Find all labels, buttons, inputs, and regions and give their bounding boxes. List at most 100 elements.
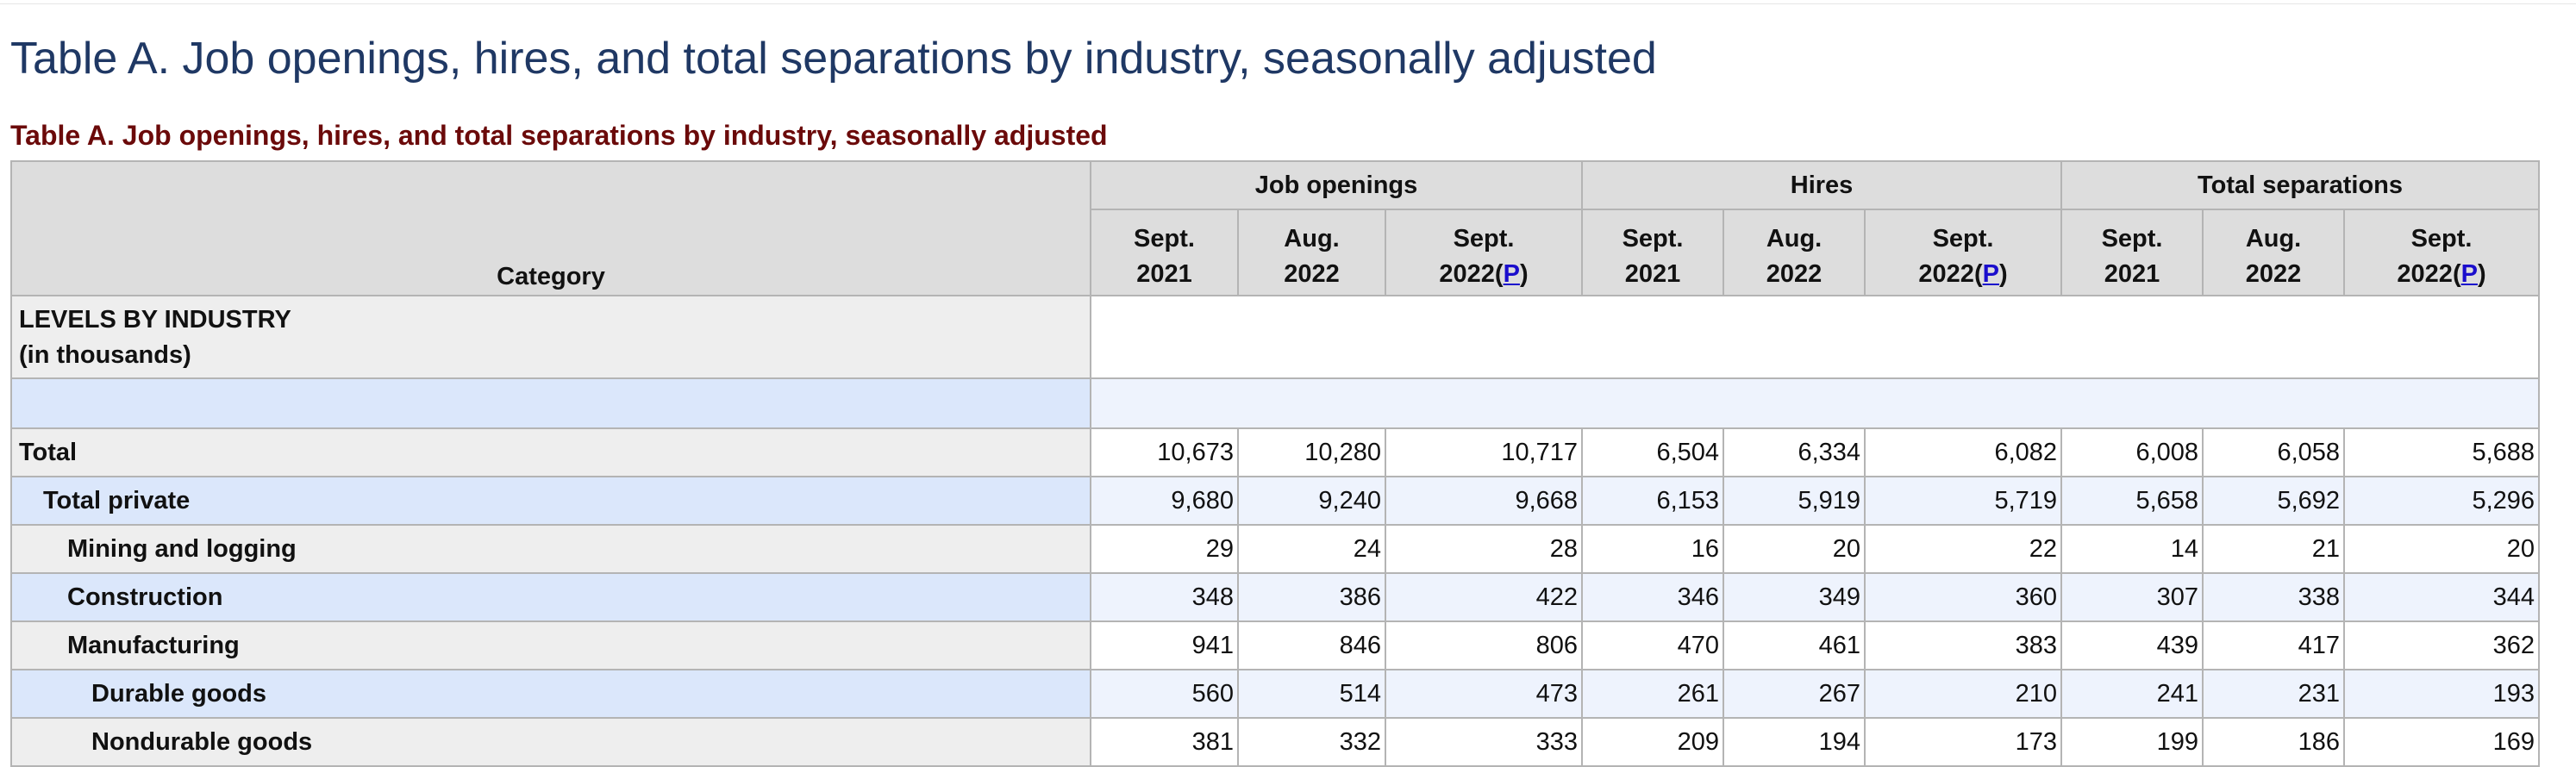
value-cell: 846 (1237, 620, 1386, 670)
column-header: Sept. 2022(P) (2343, 209, 2541, 296)
value-cell: 267 (1723, 669, 1866, 719)
value-cell: 173 (1864, 717, 2063, 767)
group-header-hires: Hires (1581, 160, 2063, 210)
section-row: LEVELS BY INDUSTRY (in thousands) (10, 295, 2541, 379)
preliminary-link[interactable]: P (1982, 260, 1999, 288)
value-cell: 29 (1090, 524, 1239, 574)
preliminary-link[interactable]: P (1503, 260, 1520, 288)
column-header: Aug. 2022 (1237, 209, 1386, 296)
value-cell: 362 (2343, 620, 2541, 670)
value-cell: 9,240 (1237, 476, 1386, 526)
table-row: Total 10,673 10,280 10,717 6,504 6,334 6,082 6,… (10, 427, 2541, 477)
value-cell: 6,008 (2060, 427, 2204, 477)
table-row: Manufacturing 941 846 806 470 461 383 439 417 362 (10, 620, 2541, 670)
column-header: Sept. 2022(P) (1384, 209, 1584, 296)
value-cell: 24 (1237, 524, 1386, 574)
table-caption: Table A. Job openings, hires, and total … (10, 120, 1108, 151)
column-month: Aug. (2245, 225, 2302, 253)
value-cell: 560 (1090, 669, 1239, 719)
value-cell: 9,680 (1090, 476, 1239, 526)
value-cell: 186 (2202, 717, 2346, 767)
top-rule (0, 0, 2576, 4)
value-cell: 6,334 (1723, 427, 1866, 477)
table-row: Durable goods 560 514 473 261 267 210 241 231 193 (10, 669, 2541, 719)
value-cell: 6,504 (1581, 427, 1725, 477)
value-cell: 210 (1864, 669, 2063, 719)
value-cell: 14 (2060, 524, 2204, 574)
column-header: Aug. 2022 (2202, 209, 2346, 296)
column-year: 2022 (2397, 260, 2453, 288)
value-cell: 16 (1581, 524, 1725, 574)
value-cell: 199 (2060, 717, 2204, 767)
column-month: Aug. (1766, 225, 1823, 253)
value-cell: 332 (1237, 717, 1386, 767)
value-cell: 360 (1864, 572, 2063, 622)
value-cell: 422 (1384, 572, 1584, 622)
value-cell: 470 (1581, 620, 1725, 670)
table-row: Mining and logging 29 24 28 16 20 22 14 21 20 (10, 524, 2541, 574)
column-month: Sept. (2101, 225, 2163, 253)
value-cell: 5,719 (1864, 476, 2063, 526)
column-month: Sept. (2410, 225, 2473, 253)
row-label: Mining and logging (10, 524, 1091, 574)
header-row-periods: Sept. 2021 Aug. 2022 Sept. 2022(P) Sept. 202… (11, 209, 2541, 296)
value-cell: 6,153 (1581, 476, 1725, 526)
column-header: Sept. 2022(P) (1864, 209, 2063, 296)
value-cell: 10,673 (1090, 427, 1239, 477)
value-cell: 386 (1237, 572, 1386, 622)
value-cell: 5,692 (2202, 476, 2346, 526)
value-cell: 28 (1384, 524, 1584, 574)
jolts-table: Category Job openings Hires Total separa… (10, 160, 2541, 767)
table-row: Nondurable goods 381 332 333 209 194 173 199 186… (10, 717, 2541, 767)
row-label: Nondurable goods (10, 717, 1091, 767)
row-label: Total private (10, 476, 1091, 526)
section-label-line: LEVELS BY INDUSTRY (19, 306, 291, 334)
value-cell: 473 (1384, 669, 1584, 719)
column-month: Aug. (1284, 225, 1340, 253)
group-header-job-openings: Job openings (1089, 160, 1584, 210)
value-cell: 344 (2343, 572, 2541, 622)
row-label: Durable goods (10, 669, 1091, 719)
value-cell: 6,082 (1864, 427, 2063, 477)
value-cell: 5,296 (2343, 476, 2541, 526)
value-cell: 381 (1090, 717, 1239, 767)
value-cell: 194 (1723, 717, 1866, 767)
value-cell: 383 (1864, 620, 2063, 670)
value-cell: 231 (2202, 669, 2346, 719)
value-cell: 6,058 (2202, 427, 2346, 477)
spacer-cell (10, 377, 1091, 429)
row-label: Manufacturing (10, 620, 1091, 670)
value-cell: 193 (2343, 669, 2541, 719)
column-year: 2022 (1284, 260, 1340, 288)
value-cell: 20 (1723, 524, 1866, 574)
value-cell: 806 (1384, 620, 1584, 670)
column-year: 2022 (2245, 260, 2302, 288)
column-month: Sept. (1453, 225, 1515, 253)
value-cell: 21 (2202, 524, 2346, 574)
table-row: Total private 9,680 9,240 9,668 6,153 5,919 5,… (10, 476, 2541, 526)
column-year: 2021 (1136, 260, 1192, 288)
value-cell: 10,280 (1237, 427, 1386, 477)
spacer-row (10, 377, 2541, 429)
value-cell: 209 (1581, 717, 1725, 767)
category-header: Category (10, 160, 1091, 296)
value-cell: 5,688 (2343, 427, 2541, 477)
value-cell: 5,658 (2060, 476, 2204, 526)
column-header: Aug. 2022 (1723, 209, 1866, 296)
value-cell: 338 (2202, 572, 2346, 622)
value-cell: 5,919 (1723, 476, 1866, 526)
row-label: Total (10, 427, 1091, 477)
page-title: Table A. Job openings, hires, and total … (10, 34, 1657, 84)
group-header-total-separations: Total separations (2060, 160, 2541, 210)
value-cell: 261 (1581, 669, 1725, 719)
section-empty-cell (1089, 295, 2541, 379)
table-row: Construction 348 386 422 346 349 360 307 338 344 (10, 572, 2541, 622)
value-cell: 22 (1864, 524, 2063, 574)
value-cell: 169 (2343, 717, 2541, 767)
column-year: 2022 (1439, 260, 1495, 288)
value-cell: 346 (1581, 572, 1725, 622)
preliminary-link[interactable]: P (2460, 260, 2478, 288)
value-cell: 514 (1237, 669, 1386, 719)
value-cell: 307 (2060, 572, 2204, 622)
column-year: 2021 (2104, 260, 2160, 288)
